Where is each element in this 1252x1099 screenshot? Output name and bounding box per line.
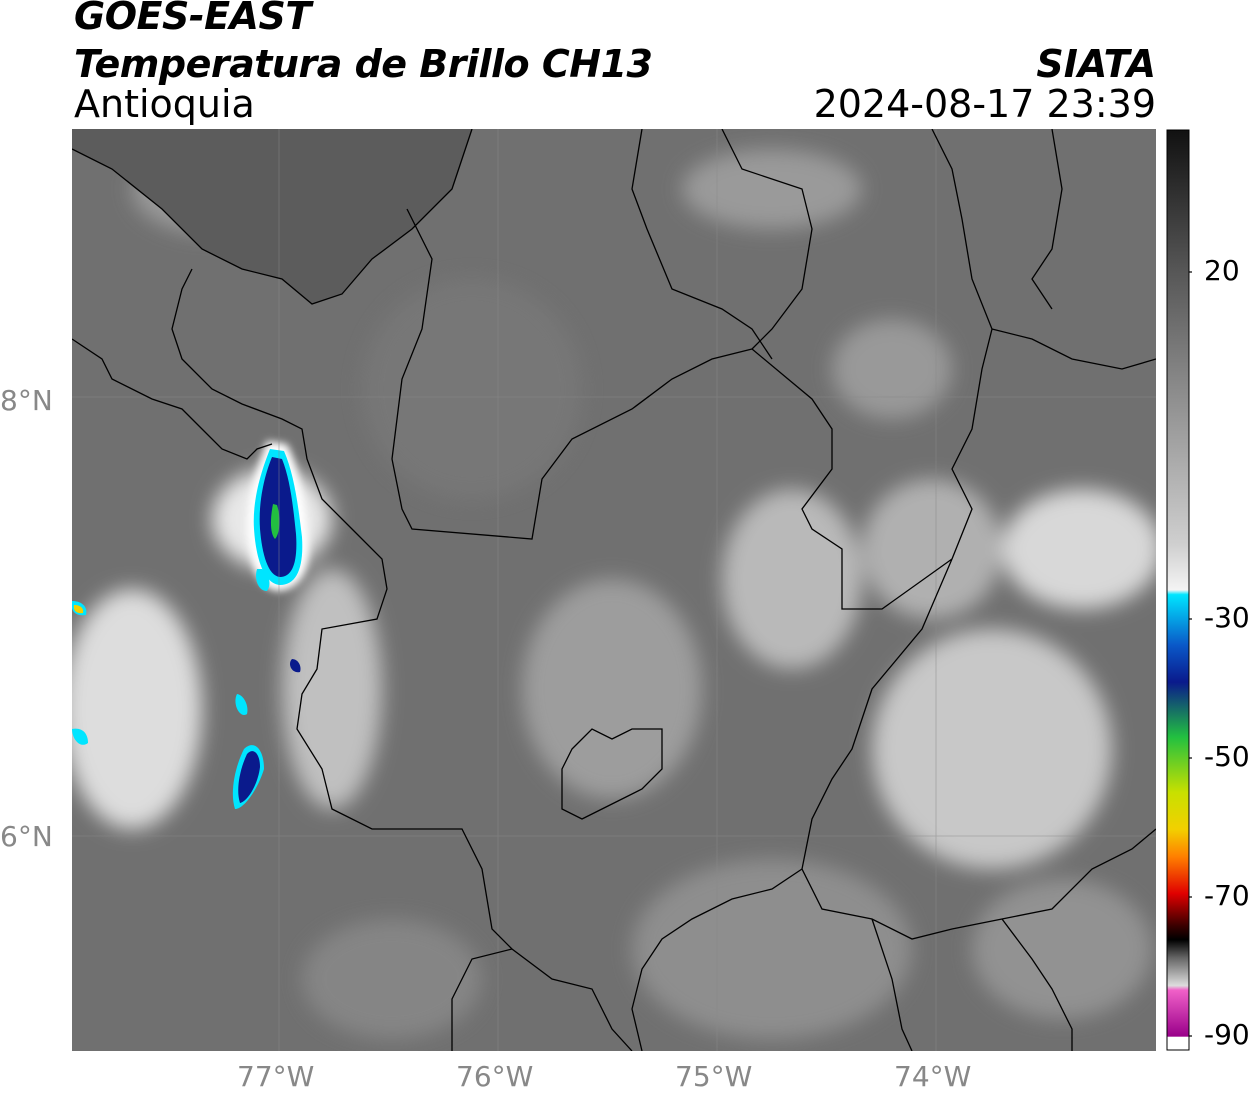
colorbar-tick-label: 20 — [1204, 254, 1240, 287]
lat-tick-label: 8°N — [0, 384, 53, 417]
map-subtitle: Temperatura de Brillo CH13 — [74, 42, 653, 86]
colorbar-tick-label: -70 — [1204, 879, 1250, 912]
colorbar-tick-label: -90 — [1204, 1018, 1250, 1051]
sea-area — [72, 129, 472, 304]
organization-label: SIATA — [1036, 42, 1156, 86]
lon-tick-label: 76°W — [456, 1060, 534, 1093]
lon-tick-label: 75°W — [675, 1060, 753, 1093]
timestamp-label: 2024-08-17 23:39 — [813, 82, 1156, 126]
colorbar-tick-label: -50 — [1204, 740, 1250, 773]
colorbar-tick-label: -30 — [1204, 601, 1250, 634]
region-label: Antioquia — [74, 82, 255, 126]
graticule — [72, 129, 1156, 1051]
lat-tick-label: 6°N — [0, 820, 53, 853]
cold-cloud-tops — [72, 441, 309, 809]
boundary-lines — [72, 129, 1156, 1051]
colorbar-ticks — [1189, 271, 1192, 1037]
satellite-map — [72, 129, 1156, 1051]
temperature-colorbar — [1166, 129, 1192, 1051]
lon-tick-label: 77°W — [237, 1060, 315, 1093]
colorbar-fill — [1166, 129, 1190, 1051]
lon-tick-label: 74°W — [894, 1060, 972, 1093]
map-title: GOES-EAST — [74, 0, 311, 38]
cloud-texture — [72, 144, 1156, 1039]
